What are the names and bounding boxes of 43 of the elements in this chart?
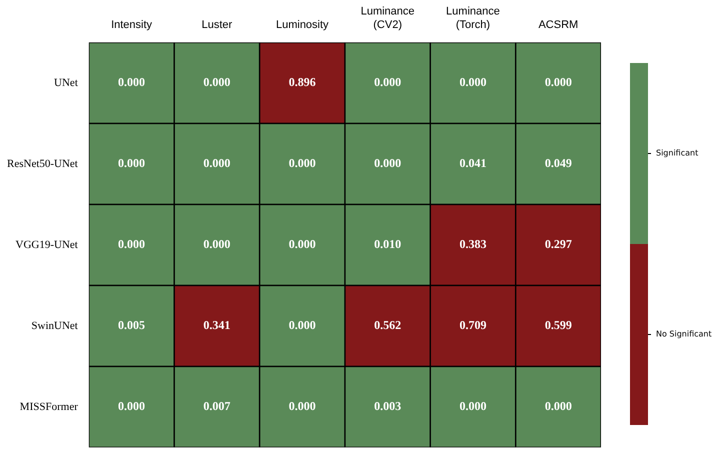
data-label: 0.000 <box>118 156 146 170</box>
data-label: 0.000 <box>118 236 146 251</box>
data-label: 0.599 <box>544 318 572 332</box>
data-label: 0.896 <box>288 74 316 89</box>
x-tick-label: Luster <box>202 18 233 31</box>
data-label: 0.000 <box>374 156 402 170</box>
x-tick-label: Luminance (CV2) <box>360 6 415 31</box>
data-label: 0.000 <box>374 74 402 89</box>
data-label: 0.010 <box>374 236 402 251</box>
data-label: 0.341 <box>203 318 230 332</box>
text: Significant <box>656 148 698 158</box>
data-label: 0.000 <box>459 398 486 413</box>
x-tick-label: Luminosity <box>276 18 330 31</box>
data-label: 0.005 <box>118 318 146 332</box>
y-tick-label: VGG19-UNet <box>16 238 78 251</box>
data-label: 0.000 <box>288 236 316 251</box>
data-label: 0.000 <box>459 74 486 89</box>
data-label: 0.000 <box>288 398 316 413</box>
y-tick-label: MISSFormer <box>20 400 78 413</box>
y-tick-label: SwinUNet <box>31 320 78 332</box>
x-tick-label: Luminance (Torch) <box>446 6 500 31</box>
data-label: 0.000 <box>203 156 230 170</box>
x-tick-label: Intensity <box>111 18 153 31</box>
data-label: 0.709 <box>459 318 486 332</box>
x-tick-label: ACSRM <box>538 18 578 31</box>
data-label: 0.007 <box>203 398 230 413</box>
data-label: 0.297 <box>544 236 572 251</box>
data-label: 0.003 <box>374 398 402 413</box>
y-tick-label: ResNet50-UNet <box>6 158 78 170</box>
data-label: 0.000 <box>203 74 230 89</box>
data-label: 0.000 <box>544 74 572 89</box>
data-label: 0.000 <box>118 398 146 413</box>
data-label: 0.041 <box>459 156 486 170</box>
data-label: 0.000 <box>288 318 316 332</box>
data-label: 0.049 <box>544 156 572 170</box>
data-label: 0.383 <box>459 236 486 251</box>
y-tick-label: UNet <box>54 76 78 89</box>
text: No Significant <box>656 330 712 338</box>
data-label: 0.000 <box>544 398 572 413</box>
data-label: 0.562 <box>374 318 402 332</box>
data-label: 0.000 <box>118 74 146 89</box>
data-label: 0.000 <box>288 156 316 170</box>
data-label: 0.000 <box>203 236 230 251</box>
